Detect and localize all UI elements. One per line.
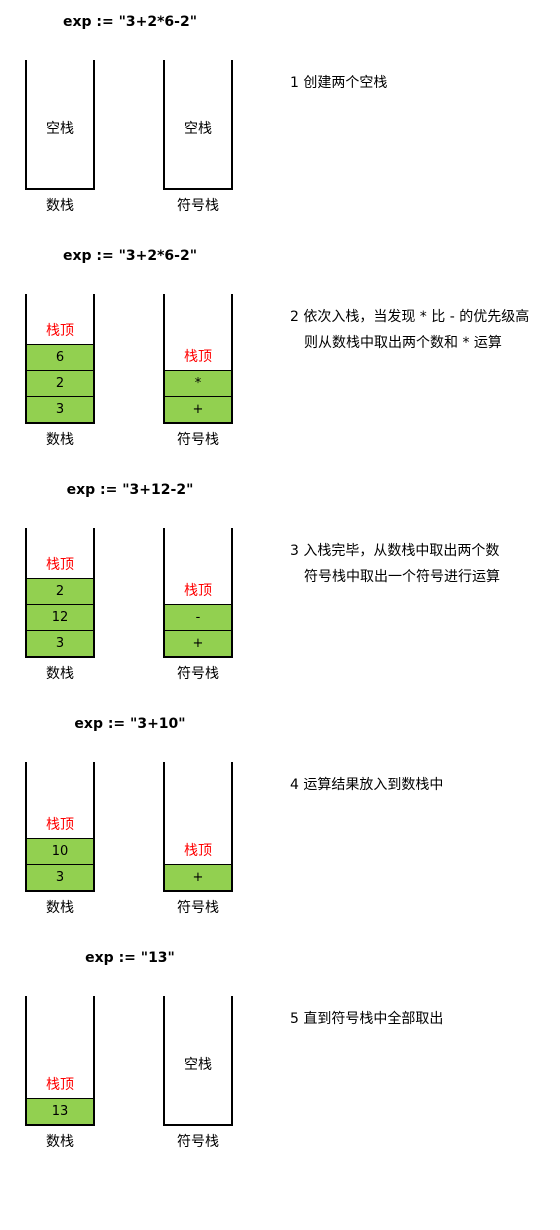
expression-label: exp := "13" — [85, 950, 175, 966]
stack-cells: 3 10 — [27, 838, 93, 890]
stack-top-label: 栈顶 — [184, 583, 212, 599]
expression-label: exp := "3+2*6-2" — [62, 14, 198, 30]
expression-label: exp := "3+2*6-2" — [62, 248, 198, 264]
number-stack-label: 数栈 — [46, 666, 74, 682]
number-stack-label: 数栈 — [46, 900, 74, 916]
stack-cells: + - — [165, 604, 231, 656]
stack-cell: 3 — [27, 630, 93, 656]
stack-cell: 10 — [27, 838, 93, 864]
step-description-line: 则从数栈中取出两个数和 * 运算 — [304, 335, 502, 351]
stack-top-label: 栈顶 — [46, 557, 74, 573]
operator-stack-label: 符号栈 — [177, 432, 219, 448]
expression-label: exp := "3+10" — [74, 716, 186, 732]
stack-cell: + — [165, 396, 231, 422]
stack-cell: 2 — [27, 578, 93, 604]
stack-cell: + — [165, 630, 231, 656]
stack-cell: 12 — [27, 604, 93, 630]
stack-cells: 3 12 2 — [27, 578, 93, 656]
operator-stack-label: 符号栈 — [177, 198, 219, 214]
stack-cell: 3 — [27, 396, 93, 422]
step-description-line: 5 直到符号栈中全部取出 — [290, 1011, 444, 1027]
stack-cell: 13 — [27, 1098, 93, 1124]
operator-stack: + * 栈顶 — [163, 294, 233, 424]
step-1: 空栈数栈 空栈符号栈 1 创建两个空栈 — [0, 60, 560, 294]
stack-cell: * — [165, 370, 231, 396]
stack-cells: + — [165, 864, 231, 890]
step-description-line: 4 运算结果放入到数栈中 — [290, 777, 444, 793]
stack-top-label: 栈顶 — [46, 1077, 74, 1093]
stack-cell: 6 — [27, 344, 93, 370]
operator-stack: + 栈顶 — [163, 762, 233, 892]
step-description: 4 运算结果放入到数栈中 — [290, 772, 443, 798]
number-stack: 3 2 6 栈顶 — [25, 294, 95, 424]
expression-label: exp := "3+12-2" — [66, 482, 194, 498]
step-description-line: 2 依次入栈，当发现 * 比 - 的优先级高 — [290, 309, 530, 325]
operator-stack: 空栈 — [163, 996, 233, 1126]
stack-cell: 3 — [27, 864, 93, 890]
stack-cell: + — [165, 864, 231, 890]
operator-stack-label: 符号栈 — [177, 1134, 219, 1150]
step-description-line: 1 创建两个空栈 — [290, 75, 388, 91]
step-description: 1 创建两个空栈 — [290, 70, 387, 96]
operator-stack-label: 符号栈 — [177, 900, 219, 916]
stack-cells: 13 — [27, 1098, 93, 1124]
number-stack: 3 12 2 栈顶 — [25, 528, 95, 658]
number-stack: 13 栈顶 — [25, 996, 95, 1126]
step-4: 3 10 栈顶数栈 + 栈顶符号栈 4 运算结果放入到数栈中 — [0, 762, 560, 996]
empty-stack-label: 空栈 — [184, 121, 212, 137]
number-stack-label: 数栈 — [46, 198, 74, 214]
empty-stack-label: 空栈 — [184, 1057, 212, 1073]
stack-top-label: 栈顶 — [184, 843, 212, 859]
number-stack: 空栈 — [25, 60, 95, 190]
step-3: 3 12 2 栈顶数栈 + - 栈顶符号栈 3 入栈完毕，从数栈中取出两个数符号栈中取出一个符… — [0, 528, 560, 762]
step-5: 13 栈顶数栈 空栈符号栈 5 直到符号栈中全部取出 — [0, 996, 560, 1230]
step-description: 3 入栈完毕，从数栈中取出两个数符号栈中取出一个符号进行运算 — [290, 538, 500, 590]
step-description: 5 直到符号栈中全部取出 — [290, 1006, 443, 1032]
number-stack-label: 数栈 — [46, 432, 74, 448]
stack-cells: + * — [165, 370, 231, 422]
operator-stack-label: 符号栈 — [177, 666, 219, 682]
operator-stack: 空栈 — [163, 60, 233, 190]
stack-cell: 2 — [27, 370, 93, 396]
number-stack-label: 数栈 — [46, 1134, 74, 1150]
stack-top-label: 栈顶 — [184, 349, 212, 365]
step-description-line: 3 入栈完毕，从数栈中取出两个数 — [290, 543, 500, 559]
number-stack: 3 10 栈顶 — [25, 762, 95, 892]
step-description-line: 符号栈中取出一个符号进行运算 — [304, 569, 500, 585]
stack-cell: - — [165, 604, 231, 630]
step-2: 3 2 6 栈顶数栈 + * 栈顶符号栈 2 依次入栈，当发现 * 比 - 的优先级高则从数栈… — [0, 294, 560, 528]
step-description: 2 依次入栈，当发现 * 比 - 的优先级高则从数栈中取出两个数和 * 运算 — [290, 304, 529, 356]
empty-stack-label: 空栈 — [46, 121, 74, 137]
operator-stack: + - 栈顶 — [163, 528, 233, 658]
stack-top-label: 栈顶 — [46, 817, 74, 833]
stack-top-label: 栈顶 — [46, 323, 74, 339]
